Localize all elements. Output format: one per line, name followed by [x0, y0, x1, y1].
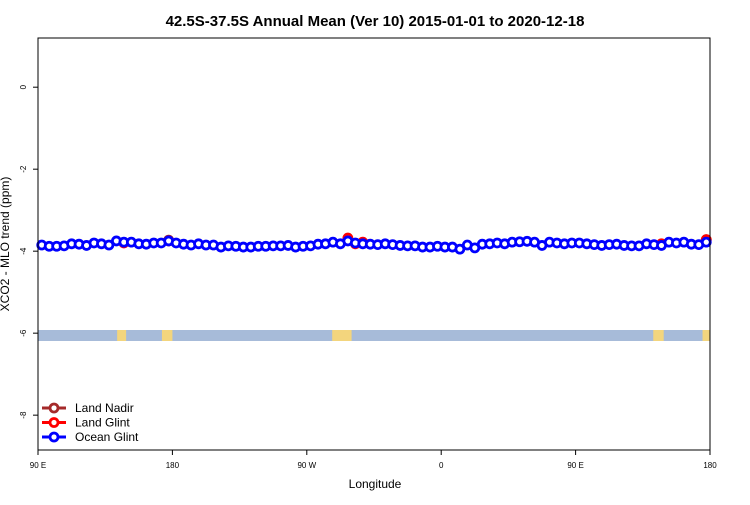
- x-tick-label: 90 E: [30, 461, 46, 470]
- land-patch: [161, 330, 173, 341]
- y-tick-label: -4: [19, 247, 28, 255]
- x-tick-label: 180: [703, 461, 717, 470]
- legend-marker: [48, 417, 60, 428]
- y-tick-label: -6: [19, 329, 28, 337]
- point: [700, 236, 712, 248]
- legend-marker: [48, 431, 60, 443]
- plot-frame: [37, 37, 711, 451]
- y-tick-label: -8: [19, 411, 28, 419]
- x-tick-label: 0: [439, 461, 444, 470]
- x-tick-label: 90 W: [297, 461, 316, 470]
- y-tick-label: 0: [19, 84, 28, 89]
- legend-marker: [48, 402, 60, 414]
- y-axis-label: XCO2 - MLO trend (ppm): [0, 177, 12, 312]
- x-tick-label: 90 E: [567, 461, 583, 470]
- x-tick-label: 180: [166, 461, 180, 470]
- legend-label: Land Nadir: [75, 401, 134, 415]
- ocean-strip: [38, 330, 710, 341]
- land-patch: [117, 330, 127, 341]
- y-tick-label: -2: [19, 165, 28, 173]
- legend-label: Ocean Glint: [75, 430, 139, 444]
- x-axis-label: Longitude: [349, 477, 402, 491]
- land-patch: [702, 330, 710, 341]
- legend-label: Land Glint: [75, 416, 130, 430]
- chart-title: 42.5S-37.5S Annual Mean (Ver 10) 2015-01…: [166, 13, 585, 30]
- land-patch: [332, 330, 352, 341]
- land-patch: [653, 330, 664, 341]
